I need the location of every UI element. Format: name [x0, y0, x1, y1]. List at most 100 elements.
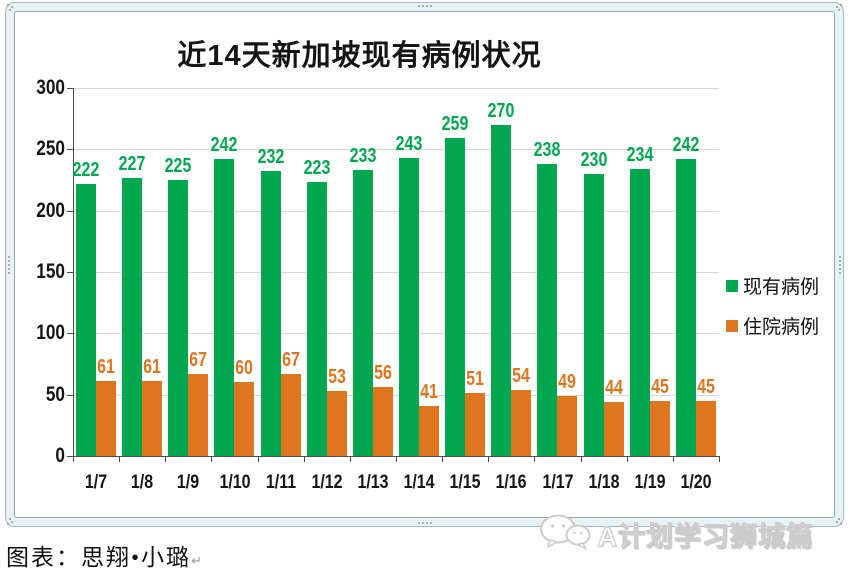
gridline-150	[73, 272, 719, 273]
bar-existing-1/7	[76, 183, 96, 456]
value-label-hospitalized-1/9: 67	[189, 348, 208, 371]
y-tick-150	[67, 272, 73, 273]
handle-top-right[interactable]	[834, 4, 842, 12]
value-label-hospitalized-1/16: 54	[512, 364, 531, 387]
watermark-text: A计划学习狮城篇	[597, 522, 814, 553]
bar-hospitalized-1/19	[649, 400, 670, 456]
watermark: A计划学习狮城篇	[538, 513, 815, 556]
value-label-hospitalized-1/8: 61	[143, 356, 162, 379]
bar-existing-1/14	[399, 157, 419, 456]
value-label-hospitalized-1/18: 44	[604, 377, 623, 400]
bar-hospitalized-1/17	[557, 395, 578, 456]
bar-existing-1/15	[445, 138, 466, 456]
value-label-existing-1/17: 238	[534, 139, 561, 162]
bar-hospitalized-1/11	[280, 373, 301, 456]
value-label-hospitalized-1/17: 49	[558, 370, 577, 393]
handle-top-center[interactable]	[417, 5, 432, 7]
value-label-existing-1/20: 242	[672, 134, 700, 157]
bar-hospitalized-1/20	[695, 400, 716, 456]
value-label-existing-1/11: 232	[257, 146, 284, 169]
x-axis-label-1/9: 1/9	[177, 472, 200, 493]
x-tick-4	[257, 457, 259, 462]
bar-existing-1/16	[491, 124, 512, 456]
x-tick-5	[303, 457, 305, 462]
x-axis-label-1/13: 1/13	[357, 472, 389, 493]
bar-existing-1/19	[629, 168, 650, 456]
y-tick-0	[67, 456, 73, 457]
handle-bottom-left[interactable]	[7, 517, 15, 525]
bar-existing-1/17	[537, 164, 558, 456]
chart-credit: 图表：思翔•小璐↵	[6, 538, 202, 572]
value-label-hospitalized-1/19: 45	[650, 375, 669, 398]
handle-left-center[interactable]	[8, 255, 10, 274]
bar-hospitalized-1/12	[326, 390, 347, 456]
value-label-existing-1/8: 227	[118, 152, 146, 175]
bar-hospitalized-1/14	[419, 405, 439, 456]
value-label-existing-1/16: 270	[487, 99, 515, 122]
x-axis-label-1/10: 1/10	[218, 472, 251, 493]
x-tick-8	[442, 457, 444, 462]
x-axis-label-1/12: 1/12	[311, 472, 343, 493]
bar-existing-1/11	[260, 171, 281, 456]
x-axis-label-1/11: 1/11	[265, 472, 296, 493]
legend: 现有病例 住院病例	[726, 272, 819, 339]
handle-bottom-center[interactable]	[417, 522, 432, 524]
y-tick-200	[67, 210, 73, 212]
value-label-hospitalized-1/7: 61	[97, 356, 115, 379]
value-label-existing-1/12: 223	[303, 157, 331, 180]
legend-swatch-hospitalized	[726, 319, 738, 332]
wechat-icon	[538, 513, 592, 556]
x-axis-label-1/8: 1/8	[131, 472, 154, 493]
x-axis-label-1/15: 1/15	[449, 472, 481, 493]
value-label-existing-1/18: 230	[580, 148, 607, 171]
chart-area: 近14天新加坡现有病例状况 0 50 100 150 200 250 300 222 61 1/7…	[14, 11, 835, 518]
bar-hospitalized-1/7	[96, 381, 116, 456]
handle-right-center[interactable]	[839, 255, 841, 274]
bar-existing-1/12	[306, 182, 327, 456]
legend-label-hospitalized: 住院病例	[743, 317, 820, 338]
x-tick-2	[165, 457, 167, 462]
y-tick-50	[67, 394, 73, 396]
x-axis-label-1/19: 1/19	[634, 472, 666, 493]
handle-top-left[interactable]	[7, 4, 15, 12]
x-axis-label-1/20: 1/20	[680, 472, 712, 493]
x-axis-label-1/16: 1/16	[495, 472, 527, 493]
bar-hospitalized-1/16	[511, 389, 532, 456]
y-axis-label-0: 0	[55, 444, 65, 467]
legend-item-existing: 现有病例	[726, 272, 819, 299]
x-tick-11	[580, 457, 582, 462]
x-tick-14	[719, 457, 720, 462]
y-axis-label-100: 100	[36, 321, 65, 345]
x-tick-6	[349, 457, 351, 462]
y-axis-label-300: 300	[36, 76, 65, 99]
value-label-hospitalized-1/13: 56	[373, 362, 392, 385]
value-label-existing-1/9: 225	[164, 155, 192, 177]
value-label-existing-1/15: 259	[441, 113, 469, 136]
value-label-existing-1/7: 222	[72, 158, 100, 181]
legend-label-existing: 现有病例	[743, 277, 820, 298]
gridline-250	[73, 149, 719, 151]
value-label-hospitalized-1/15: 51	[466, 368, 485, 391]
handle-bottom-right[interactable]	[834, 517, 842, 525]
value-label-existing-1/19: 234	[626, 143, 654, 166]
x-tick-13	[672, 457, 674, 462]
value-label-hospitalized-1/20: 45	[696, 375, 715, 398]
x-tick-0	[73, 457, 74, 462]
value-label-existing-1/10: 242	[211, 134, 238, 157]
x-axis-label-1/7: 1/7	[84, 472, 108, 493]
x-tick-9	[488, 457, 490, 462]
bar-existing-1/18	[583, 173, 604, 456]
credit-text: 图表：思翔•小璐	[6, 545, 192, 570]
value-label-hospitalized-1/10: 60	[235, 357, 254, 380]
y-axis-label-200: 200	[36, 198, 65, 222]
x-axis-label-1/14: 1/14	[403, 472, 435, 493]
chart-object-frame[interactable]: 近14天新加坡现有病例状况 0 50 100 150 200 250 300 222 61 1/7…	[5, 2, 844, 527]
bar-existing-1/10	[214, 159, 235, 456]
bar-hospitalized-1/18	[603, 402, 624, 456]
value-label-hospitalized-1/11: 67	[281, 348, 300, 371]
y-axis-label-150: 150	[36, 260, 65, 283]
y-axis-line	[73, 88, 74, 456]
legend-item-hospitalized: 住院病例	[726, 312, 819, 339]
x-tick-3	[211, 457, 213, 462]
